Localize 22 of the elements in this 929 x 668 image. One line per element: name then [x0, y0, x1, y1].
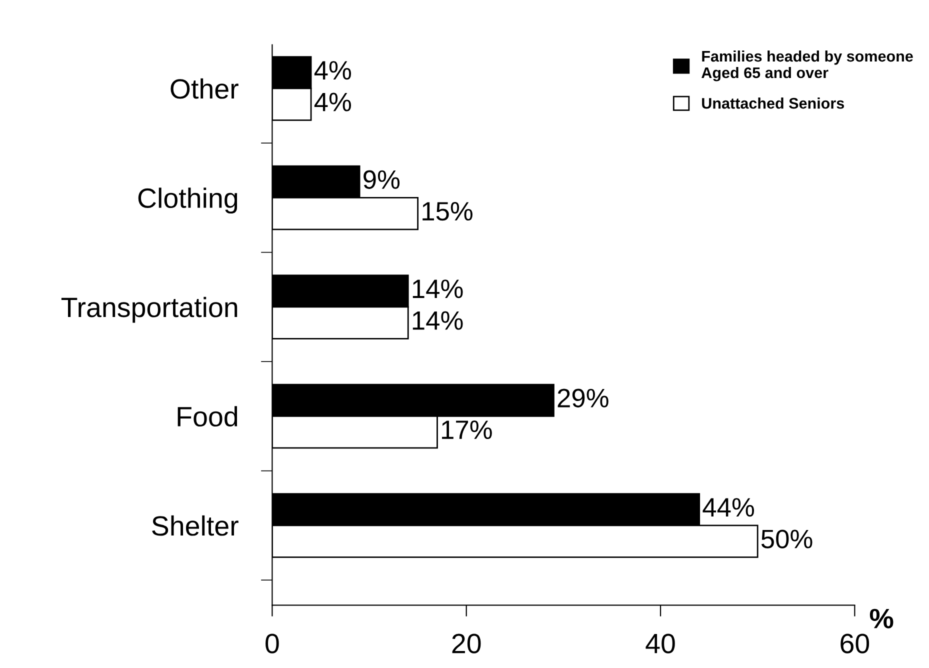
- y-tick-label: Food: [178, 406, 238, 427]
- data-label: 50%: [761, 530, 812, 548]
- data-label: 4%: [314, 61, 352, 80]
- x-axis-title: %: [870, 608, 894, 628]
- data-label: 4%: [314, 92, 352, 112]
- x-tick-label: 0: [266, 634, 279, 654]
- y-tick-label: Other: [170, 78, 238, 99]
- x-tick-label: 60: [840, 634, 870, 654]
- y-tick-label: Clothing: [138, 188, 238, 214]
- y-tick-label: Shelter: [152, 515, 238, 536]
- x-tick-label: 20: [452, 634, 481, 654]
- data-label: 15%: [422, 202, 472, 221]
- y-tick-label: Transportation: [61, 296, 238, 323]
- legend-label: Unattached Seniors: [702, 98, 844, 109]
- data-label: 9%: [364, 170, 400, 189]
- data-label: 44%: [702, 498, 754, 517]
- data-label: 29%: [558, 388, 608, 408]
- data-label: 17%: [442, 420, 492, 440]
- legend-label: Families headed by someone Aged 65 and over: [702, 50, 913, 82]
- x-tick-label: 40: [646, 634, 675, 654]
- data-label: 14%: [412, 280, 463, 298]
- data-label: 14%: [412, 311, 463, 330]
